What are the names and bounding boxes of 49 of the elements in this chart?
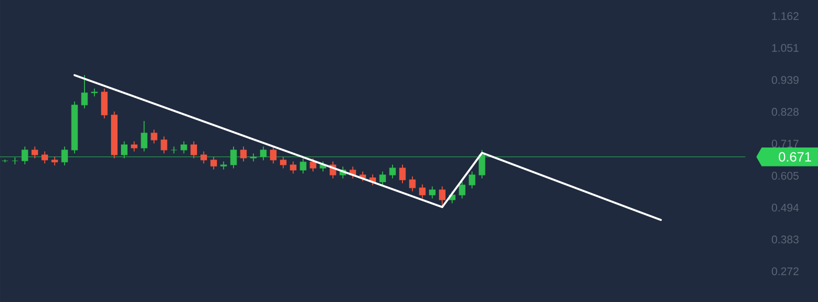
y-tick-label: 0.939 xyxy=(772,76,799,84)
candlestick xyxy=(2,158,8,163)
candlestick xyxy=(300,158,306,174)
candlestick xyxy=(41,150,48,164)
candlestick xyxy=(180,140,188,154)
candlestick xyxy=(438,186,446,206)
candlestick xyxy=(280,156,286,169)
candlestick xyxy=(389,164,396,179)
candlestick xyxy=(478,150,486,179)
candlestick xyxy=(210,156,217,170)
candlestick xyxy=(458,181,466,199)
candlestick xyxy=(32,146,38,159)
candlestick xyxy=(290,160,296,174)
y-tick-label: 0.494 xyxy=(772,204,799,212)
y-tick-label: 0.383 xyxy=(772,236,799,244)
candlestick xyxy=(190,140,198,159)
candlestick xyxy=(409,176,416,192)
candlestick xyxy=(260,146,267,161)
candlestick xyxy=(150,129,158,144)
candlestick xyxy=(61,146,68,166)
y-tick-label: 0.717 xyxy=(772,140,799,148)
candlestick xyxy=(81,74,88,109)
candlestick xyxy=(91,88,98,97)
y-tick-label: 0.828 xyxy=(772,108,799,116)
candlestick xyxy=(200,150,207,164)
candlestick xyxy=(22,146,28,165)
y-tick-label: 1.162 xyxy=(772,12,799,20)
candlestick xyxy=(240,146,247,162)
line-series xyxy=(74,74,662,221)
candlestick xyxy=(468,171,476,189)
y-tick-label: 0.272 xyxy=(772,267,799,276)
candlestick xyxy=(399,164,406,184)
candlestick xyxy=(130,140,138,152)
candlestick xyxy=(310,158,316,172)
candlestick xyxy=(429,186,436,199)
candlestick xyxy=(170,146,178,154)
candlestick xyxy=(101,88,108,119)
ref-line-label: 0.671 xyxy=(778,152,812,162)
candlestick xyxy=(379,171,386,186)
candlestick xyxy=(230,146,237,169)
candlestick xyxy=(12,156,18,165)
candlestick xyxy=(270,146,277,164)
candlestick xyxy=(419,184,426,199)
candlestick xyxy=(140,120,148,152)
candlestick xyxy=(320,160,326,172)
candlestick xyxy=(160,136,168,154)
y-tick-label: 1.051 xyxy=(772,44,799,52)
y-tick-label: 0.605 xyxy=(772,172,799,180)
candlestick xyxy=(120,140,128,159)
